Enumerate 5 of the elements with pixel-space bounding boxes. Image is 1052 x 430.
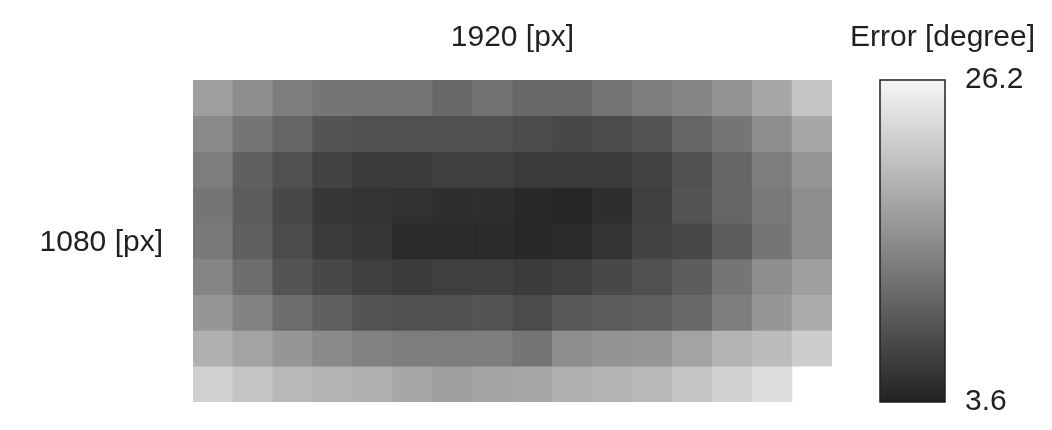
y-axis-title: 1080 [px] bbox=[39, 224, 163, 257]
color-bar-label: 3.6 bbox=[965, 383, 1007, 417]
x-axis-title: 1920 [px] bbox=[450, 19, 575, 52]
color-bar-title: Error [degree] bbox=[849, 19, 1036, 52]
color-bar-label: 26.2 bbox=[965, 61, 1024, 95]
